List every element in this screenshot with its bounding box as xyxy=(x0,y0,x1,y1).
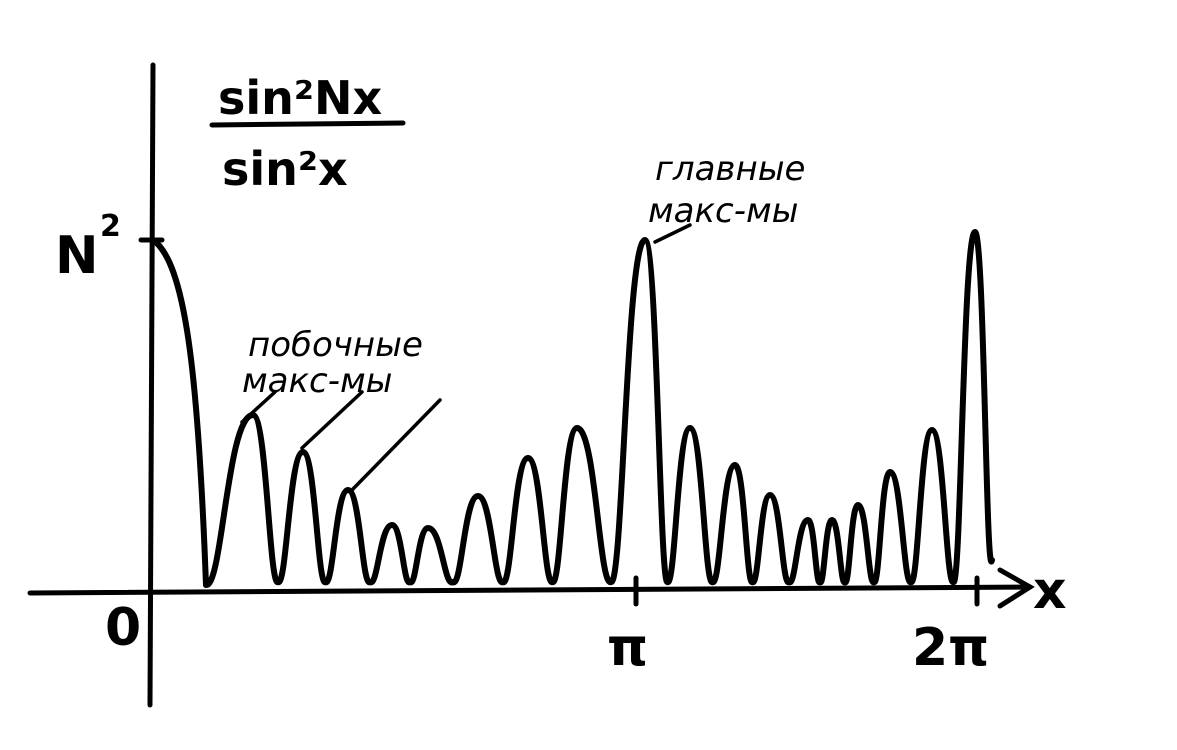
principal-maxima-label-line2: макс-мы xyxy=(648,191,798,231)
two-pi-label: 2π xyxy=(912,618,989,678)
x-axis-label: x xyxy=(1033,561,1067,621)
secondary-pointer-3 xyxy=(350,398,442,492)
origin-label: 0 xyxy=(105,598,141,658)
formula-fraction-bar xyxy=(209,120,406,128)
formula-denominator: sin²x xyxy=(222,142,348,196)
y-axis xyxy=(147,62,156,708)
y-max-label-exponent: 2 xyxy=(100,209,121,244)
formula-numerator: sin²Nx xyxy=(218,71,382,125)
secondary-pointer-2 xyxy=(300,390,364,450)
y-max-label: N xyxy=(55,226,99,286)
secondary-pointer-1 xyxy=(240,390,277,424)
secondary-maxima-label-line1: побочные xyxy=(248,325,423,365)
intensity-curve xyxy=(150,229,995,589)
x-axis-arrowhead xyxy=(997,567,1035,609)
secondary-maxima-label-line2: макс-мы xyxy=(242,361,392,401)
x-axis xyxy=(27,584,1033,596)
principal-pointer xyxy=(653,223,692,244)
pi-label: π xyxy=(607,618,648,678)
principal-maxima-label-line1: главные xyxy=(655,149,805,189)
